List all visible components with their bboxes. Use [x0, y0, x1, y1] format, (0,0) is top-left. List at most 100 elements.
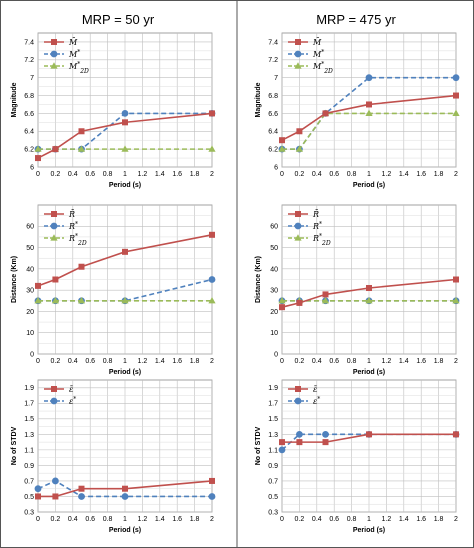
x-tick-label: 2: [210, 171, 214, 178]
data-point: [278, 446, 286, 454]
data-point: [208, 493, 216, 500]
chart-panel-4: 0 0.2 0.4 0.6 0.8 1 1.2 1.4 1.6 1.8 2 0.3 0.5 0.7 0.9 1…: [11, 379, 216, 534]
data-point: [452, 296, 460, 304]
x-tick-label: 1.4: [155, 171, 165, 178]
y-tick-label: 1.9: [24, 385, 34, 392]
x-tick-label: 1.6: [416, 171, 426, 178]
y-tick-label: 6.2: [268, 147, 278, 154]
x-tick-label: 0.6: [329, 358, 339, 365]
data-point: [122, 485, 128, 492]
x-tick-label: 0.6: [329, 516, 339, 523]
data-point: [121, 493, 129, 500]
x-tick-label: 0.2: [51, 171, 61, 178]
x-tick-label: 1.4: [399, 358, 409, 365]
x-axis-title: Period (s): [109, 527, 141, 534]
legend-label: R*: [312, 221, 322, 232]
data-point: [453, 92, 459, 99]
legend-marker: [50, 62, 58, 69]
y-tick-label: 1.3: [24, 432, 34, 439]
y-tick-label: 0.3: [268, 509, 278, 516]
data-point: [51, 296, 59, 304]
x-tick-label: 0: [280, 358, 284, 365]
x-axis-title: Period (s): [353, 182, 385, 189]
x-tick-label: 0.2: [51, 358, 61, 365]
y-tick-label: 40: [270, 266, 278, 273]
data-point: [321, 296, 330, 304]
legend-marker: [295, 39, 301, 45]
x-tick-label: 1.8: [190, 358, 200, 365]
x-tick-label: 1.8: [190, 171, 200, 178]
data-point: [78, 493, 85, 500]
x-tick-label: 0.2: [295, 516, 305, 523]
x-tick-label: 0.8: [103, 358, 113, 365]
x-tick-label: 1.2: [138, 358, 148, 365]
x-tick-label: 1: [367, 358, 371, 365]
x-tick-label: 1.2: [138, 516, 148, 523]
x-tick-label: 1.8: [434, 516, 444, 523]
y-tick-label: 0.5: [24, 494, 34, 501]
legend-label: M*: [312, 49, 324, 60]
legend-label: M*2D: [312, 61, 333, 75]
legend-label: ε*: [69, 396, 76, 407]
y-tick-label: 10: [270, 330, 278, 337]
y-axis-title: Distance (Km): [11, 256, 18, 303]
x-tick-label: 0.4: [312, 516, 322, 523]
y-tick-label: 0.3: [24, 509, 34, 516]
data-point: [279, 304, 285, 311]
legend-label: M*: [68, 49, 80, 60]
data-point: [322, 110, 329, 117]
x-tick-label: 0.6: [85, 516, 95, 523]
y-tick-label: 1.7: [24, 401, 34, 408]
legend-marker: [294, 234, 302, 241]
x-axis-title: Period (s): [353, 369, 385, 376]
legend-marker: [50, 222, 58, 230]
x-tick-label: 2: [454, 516, 458, 523]
y-tick-label: 7.2: [268, 57, 278, 64]
x-tick-label: 0.4: [312, 171, 322, 178]
y-tick-label: 1.5: [24, 416, 34, 423]
x-tick-label: 0.2: [295, 171, 305, 178]
y-axis-title: No of STDV: [11, 426, 18, 465]
data-point: [122, 248, 128, 255]
y-tick-label: 7: [30, 75, 34, 82]
x-tick-label: 1.4: [399, 171, 409, 178]
y-tick-label: 50: [270, 245, 278, 252]
y-axis-title: No of STDV: [255, 426, 262, 465]
y-tick-label: 20: [270, 309, 278, 316]
data-point: [209, 477, 215, 484]
legend-label: R̄: [68, 210, 75, 219]
column-title-left: MRP = 50 yr: [82, 12, 155, 27]
x-tick-label: 1.2: [382, 358, 392, 365]
x-tick-label: 1.4: [155, 358, 165, 365]
y-tick-label: 0.9: [24, 463, 34, 470]
x-tick-label: 2: [454, 358, 458, 365]
data-point: [78, 128, 85, 135]
x-tick-label: 1.8: [190, 516, 200, 523]
y-tick-label: 0.5: [268, 494, 278, 501]
data-point: [279, 137, 285, 144]
legend-label: ε*: [313, 396, 320, 407]
x-tick-label: 0.8: [103, 516, 113, 523]
y-tick-label: 60: [270, 224, 278, 231]
x-tick-label: 1.6: [416, 516, 426, 523]
y-tick-label: 40: [26, 266, 34, 273]
y-tick-label: 1.5: [268, 416, 278, 423]
x-tick-label: 0.6: [85, 171, 95, 178]
data-point: [35, 493, 41, 500]
data-point: [35, 155, 41, 162]
data-point: [78, 485, 85, 492]
y-tick-label: 6.2: [24, 147, 34, 154]
y-tick-label: 30: [270, 288, 278, 295]
x-tick-label: 1.6: [172, 358, 182, 365]
data-point: [77, 145, 86, 152]
data-point: [209, 110, 215, 117]
chart-panel-2: 0 0.2 0.4 0.6 0.8 1 1.2 1.4 1.6 1.8 20102030405060…: [11, 204, 216, 376]
legend-marker: [295, 386, 301, 392]
legend-marker: [51, 39, 57, 45]
column-title-right: MRP = 475 yr: [316, 12, 396, 27]
data-point: [52, 493, 59, 500]
y-tick-label: 6.8: [268, 93, 278, 100]
data-point: [209, 231, 215, 238]
x-tick-label: 1.6: [172, 171, 182, 178]
x-tick-label: 0.4: [68, 171, 78, 178]
